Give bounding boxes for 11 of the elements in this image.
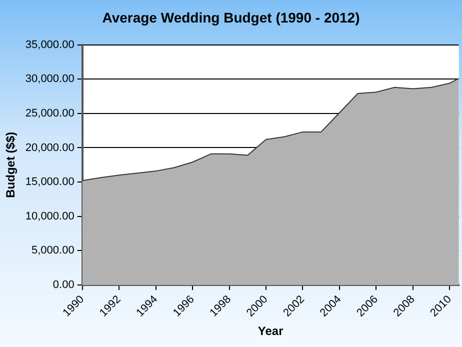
y-tick-label: 25,000.00	[25, 107, 74, 120]
y-tick-label: 20,000.00	[25, 142, 74, 154]
y-tick-label: 30,000.00	[25, 73, 74, 86]
y-tick-label: 0.00	[52, 278, 74, 291]
x-axis-title: Year	[258, 324, 284, 338]
y-tick-label: 5,000.00	[32, 244, 74, 257]
y-axis-title: Budget ($$)	[4, 132, 18, 198]
y-tick-label: 35,000.00	[25, 38, 74, 51]
y-tick-label: 10,000.00	[25, 210, 74, 222]
y-tick-label: 15,000.00	[25, 176, 74, 188]
chart-title: Average Wedding Budget (1990 - 2012)	[102, 9, 360, 26]
